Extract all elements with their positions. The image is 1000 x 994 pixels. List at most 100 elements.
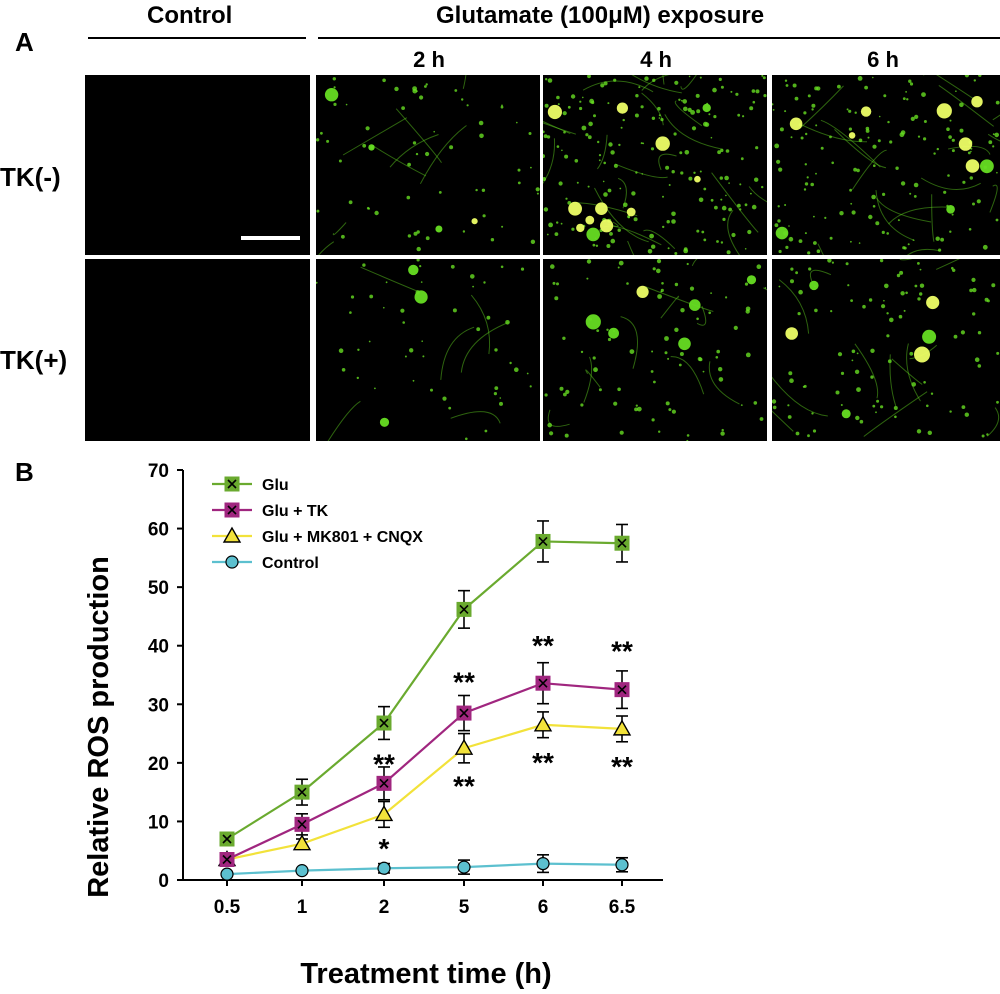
data-point <box>294 816 310 832</box>
micrograph-tk-minus-control <box>85 75 310 255</box>
data-point <box>376 715 392 731</box>
x-tick-label: 6 <box>538 897 549 918</box>
series-line <box>226 862 623 876</box>
marker-circle <box>220 867 234 881</box>
marker-cross <box>297 819 307 829</box>
x-tick-label: 0.5 <box>214 897 241 918</box>
chart-annotations: *************** <box>373 630 633 864</box>
legend-label: Glu + MK801 + CNQX <box>262 529 423 546</box>
significance-mark: ** <box>611 751 633 782</box>
x-tick-label: 1 <box>297 897 308 918</box>
significance-mark: ** <box>453 667 475 698</box>
marker-triangle <box>533 715 553 732</box>
micrograph-tk-plus-control <box>85 259 310 441</box>
series-line <box>226 682 623 861</box>
y-tick-label: 70 <box>148 461 169 482</box>
time-label-4h: 4 h <box>640 47 672 72</box>
micrograph-tk-minus-6h <box>772 75 1000 255</box>
data-point <box>457 860 471 874</box>
marker-cross <box>538 536 548 547</box>
data-point <box>219 852 235 867</box>
marker-circle <box>536 857 550 871</box>
significance-mark: * <box>379 833 390 864</box>
marker-cross <box>379 718 389 728</box>
y-tick-label: 0 <box>158 871 169 892</box>
marker-circle <box>615 858 629 872</box>
marker-triangle <box>612 719 632 736</box>
data-point <box>377 861 391 875</box>
series-control <box>220 854 629 881</box>
chart-axes: 0 10 20 30 40 50 60 70 0.5 1 2 5 6 6.5 <box>148 461 663 918</box>
significance-mark: ** <box>453 770 475 801</box>
significance-mark: ** <box>611 636 633 667</box>
data-point <box>614 682 630 698</box>
significance-mark: ** <box>373 749 395 780</box>
data-point <box>456 705 472 721</box>
exposure-header-line <box>318 37 1000 39</box>
row-label-tk-minus: TK(-) <box>0 162 61 192</box>
marker-cross <box>222 834 232 844</box>
time-label-6h: 6 h <box>867 47 899 72</box>
marker-cross <box>459 708 469 718</box>
y-tick-label: 60 <box>148 520 169 541</box>
data-point <box>376 775 392 791</box>
series-glu-tk <box>219 661 630 867</box>
marker-triangle <box>222 526 242 543</box>
data-point <box>535 533 551 549</box>
marker-triangle <box>292 834 312 851</box>
x-tick-label: 2 <box>379 897 390 918</box>
y-tick-label: 30 <box>148 695 169 716</box>
legend-label: Glu <box>262 477 289 494</box>
legend-item: Glu + MK801 + CNQX <box>212 526 423 546</box>
data-point <box>374 804 394 822</box>
panel-a-letter: A <box>15 27 34 57</box>
exposure-header: Glutamate (100μM) exposure <box>436 2 765 29</box>
marker-cross <box>227 479 237 489</box>
micrograph-tk-plus-6h <box>772 259 1000 441</box>
y-axis-label: Relative ROS production <box>83 556 115 898</box>
series-glu-mk801-cnqx <box>217 711 632 867</box>
marker-circle <box>377 861 391 875</box>
series-glu <box>219 520 630 847</box>
control-header: Control <box>147 2 233 29</box>
micrograph-tk-plus-4h <box>543 259 767 441</box>
micrograph-tk-minus-2h <box>316 75 540 255</box>
legend-marker <box>225 555 239 569</box>
marker-cross <box>222 854 232 865</box>
control-header-line <box>88 37 306 39</box>
data-point <box>294 784 310 800</box>
series-line <box>226 723 623 861</box>
micrograph-tk-minus-4h <box>543 75 767 255</box>
significance-mark: ** <box>532 630 554 661</box>
data-point <box>615 858 629 872</box>
x-tick-label: 5 <box>459 897 470 918</box>
legend-marker <box>224 476 240 492</box>
legend-item: Glu <box>212 476 289 494</box>
data-point <box>536 857 550 871</box>
y-tick-label: 10 <box>148 812 169 833</box>
y-tick-label: 20 <box>148 754 169 775</box>
data-point <box>292 834 312 851</box>
chart-legend: Glu Glu + TK Glu + MK801 + CNQX Control <box>212 476 423 572</box>
marker-cross <box>379 778 389 788</box>
legend-label: Glu + TK <box>262 503 329 520</box>
legend-item: Control <box>212 555 319 572</box>
marker-circle <box>225 555 239 569</box>
data-point <box>219 831 235 847</box>
data-point <box>533 715 553 732</box>
chart-series <box>217 520 632 881</box>
series-line <box>226 540 623 840</box>
data-point <box>454 738 474 755</box>
y-tick-label: 40 <box>148 637 169 658</box>
marker-cross <box>617 685 627 695</box>
data-point <box>614 535 630 551</box>
marker-cross <box>617 538 627 548</box>
data-point <box>295 864 309 878</box>
row-label-tk-plus: TK(+) <box>0 345 68 375</box>
x-axis-label: Treatment time (h) <box>300 958 551 990</box>
data-point <box>456 601 472 617</box>
marker-cross <box>538 678 548 688</box>
marker-cross <box>459 604 469 614</box>
data-point <box>220 867 234 881</box>
